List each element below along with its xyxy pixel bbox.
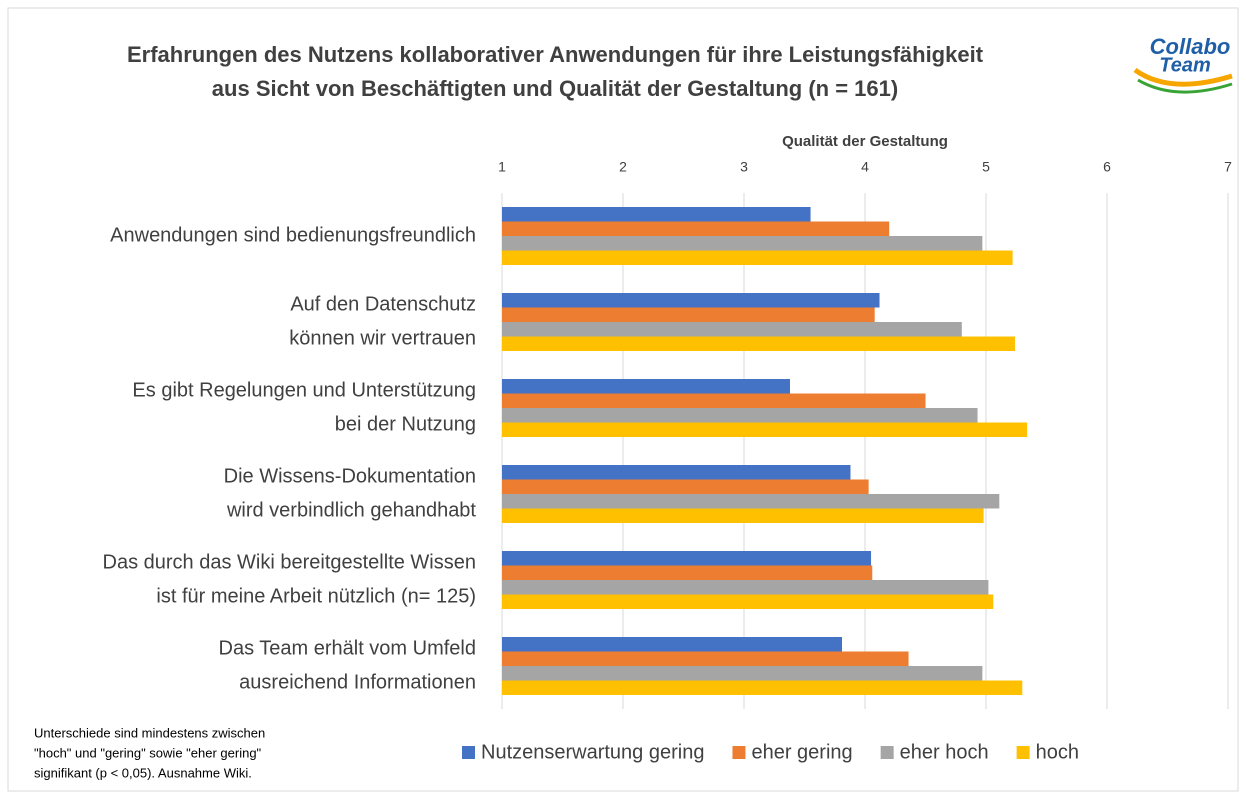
bar (502, 551, 872, 566)
note: Unterschiede sind mindestens zwischen (34, 725, 265, 740)
bar (502, 680, 1023, 695)
bar (502, 250, 1013, 265)
legend-swatch (880, 746, 894, 759)
x-tick-label: 4 (861, 159, 869, 175)
bar (502, 494, 1000, 509)
x-tick-label: 7 (1224, 159, 1232, 175)
logo-text: Collabo (1150, 34, 1231, 59)
bar (502, 207, 811, 222)
y-tick-label: ist für meine Arbeit nützlich (n= 125) (156, 585, 476, 607)
y-tick-label: Die Wissens-Dokumentation (224, 465, 476, 487)
bar (502, 408, 978, 423)
bar (502, 236, 983, 251)
bar (502, 221, 890, 236)
chart-title: aus Sicht von Beschäftigten und Qualität… (212, 76, 898, 101)
x-tick-label: 1 (498, 159, 506, 175)
legend-label: Nutzenserwartung gering (481, 741, 704, 763)
legend-label: hoch (1036, 741, 1079, 763)
x-tick-label: 2 (619, 159, 627, 175)
y-tick-label: bei der Nutzung (335, 413, 476, 435)
x-tick-label: 3 (740, 159, 748, 175)
logo-text: Team (1159, 54, 1211, 76)
y-tick-label: Es gibt Regelungen und Unterstützung (132, 379, 476, 401)
legend-label: eher gering (751, 741, 852, 763)
y-tick-label: wird verbindlich gehandhabt (226, 499, 476, 521)
bar (502, 594, 994, 609)
bar (502, 508, 984, 523)
legend-swatch (1016, 746, 1030, 759)
bar (502, 651, 909, 666)
legend-label: eher hoch (900, 741, 989, 763)
y-tick-label: ausreichend Informationen (239, 671, 476, 693)
legend-swatch (732, 746, 746, 759)
y-tick-label: können wir vertrauen (289, 327, 476, 349)
bar (502, 465, 851, 480)
logo-swoosh (1137, 78, 1233, 94)
bar (502, 322, 962, 337)
bar (502, 565, 873, 580)
y-tick-label: Das Team erhält vom Umfeld (219, 637, 477, 659)
x-tick-label: 6 (1103, 159, 1111, 175)
chart-title: Erfahrungen des Nutzens kollaborativer A… (127, 42, 984, 67)
x-tick-label: 5 (982, 159, 990, 175)
bar (502, 307, 875, 322)
bar (502, 580, 989, 595)
x-axis-label: Qualität der Gestaltung (782, 133, 948, 150)
logo-swoosh (1133, 67, 1233, 87)
bar (502, 666, 983, 681)
y-tick-label: Auf den Datenschutz (290, 293, 476, 315)
bar (502, 379, 790, 394)
bar (502, 336, 1016, 351)
legend-swatch (462, 746, 475, 759)
y-tick-label: Anwendungen sind bedienungsfreundlich (110, 224, 476, 246)
y-tick-label: Das durch das Wiki bereitgestellte Wisse… (103, 551, 476, 573)
bar (502, 293, 880, 308)
bar (502, 393, 926, 408)
bar (502, 479, 869, 494)
note: signifikant (p < 0,05). Ausnahme Wiki. (34, 765, 252, 780)
bar (502, 422, 1028, 437)
bar (502, 637, 843, 652)
note: "hoch" und "gering" sowie "eher gering" (34, 745, 262, 760)
